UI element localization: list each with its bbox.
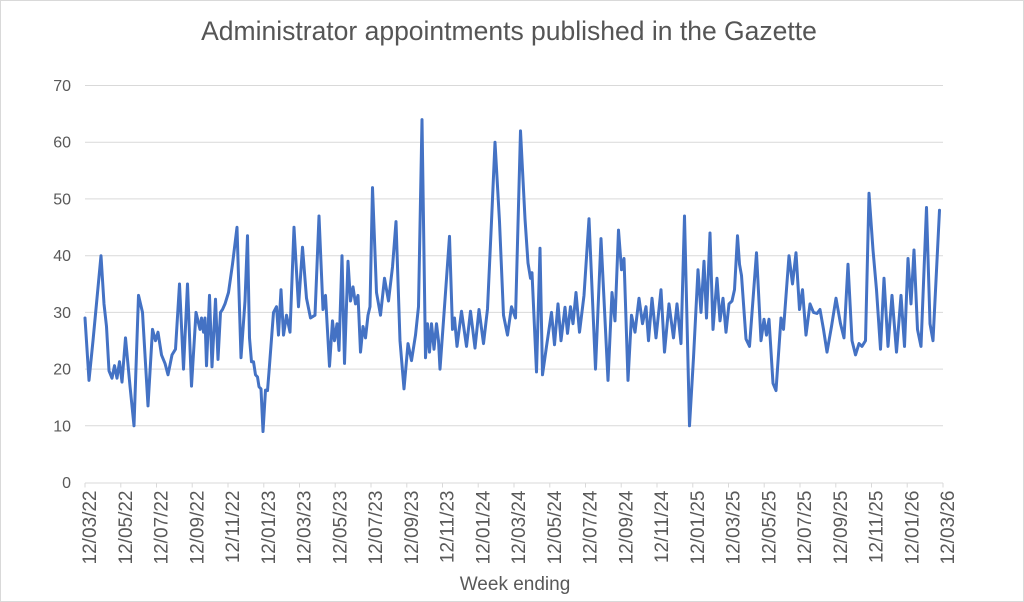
- svg-text:12/11/25: 12/11/25: [867, 491, 888, 564]
- svg-text:12/09/25: 12/09/25: [831, 491, 852, 565]
- svg-text:12/09/24: 12/09/24: [616, 490, 637, 564]
- svg-text:12/01/26: 12/01/26: [902, 491, 923, 565]
- svg-text:12/09/23: 12/09/23: [402, 491, 423, 565]
- svg-text:12/05/25: 12/05/25: [759, 491, 780, 565]
- svg-text:12/11/23: 12/11/23: [438, 491, 459, 564]
- svg-text:30: 30: [53, 305, 71, 322]
- svg-text:12/01/23: 12/01/23: [259, 491, 280, 565]
- svg-text:12/07/25: 12/07/25: [795, 491, 816, 565]
- svg-text:12/03/23: 12/03/23: [295, 491, 316, 565]
- svg-text:20: 20: [53, 362, 71, 379]
- svg-text:12/03/26: 12/03/26: [938, 491, 959, 565]
- svg-text:Week ending: Week ending: [460, 574, 571, 595]
- svg-text:12/01/24: 12/01/24: [473, 490, 494, 564]
- svg-text:12/05/23: 12/05/23: [330, 491, 351, 565]
- svg-text:12/07/22: 12/07/22: [152, 491, 173, 565]
- svg-text:12/07/24: 12/07/24: [581, 490, 602, 564]
- svg-text:12/11/24: 12/11/24: [652, 490, 673, 563]
- svg-text:60: 60: [53, 135, 71, 152]
- svg-text:12/03/24: 12/03/24: [509, 490, 530, 564]
- svg-text:12/05/22: 12/05/22: [116, 491, 137, 565]
- svg-text:40: 40: [53, 248, 71, 265]
- svg-text:12/09/22: 12/09/22: [187, 491, 208, 565]
- svg-text:10: 10: [53, 418, 71, 435]
- svg-text:12/03/25: 12/03/25: [724, 491, 745, 565]
- svg-text:12/05/24: 12/05/24: [545, 490, 566, 564]
- svg-text:12/11/22: 12/11/22: [223, 491, 244, 564]
- svg-text:12/01/25: 12/01/25: [688, 491, 709, 565]
- svg-text:0: 0: [62, 475, 71, 492]
- svg-text:Administrator appointments pub: Administrator appointments published in …: [201, 16, 817, 46]
- svg-text:50: 50: [53, 191, 71, 208]
- svg-text:70: 70: [53, 78, 71, 95]
- svg-text:12/03/22: 12/03/22: [80, 491, 101, 565]
- svg-text:12/07/23: 12/07/23: [366, 491, 387, 565]
